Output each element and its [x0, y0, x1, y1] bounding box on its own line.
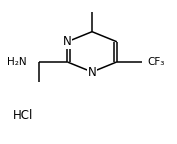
Text: N: N: [63, 35, 72, 48]
Text: H₂N: H₂N: [7, 57, 27, 67]
Text: HCl: HCl: [12, 109, 33, 122]
Text: N: N: [88, 66, 96, 78]
Text: CF₃: CF₃: [147, 57, 164, 67]
